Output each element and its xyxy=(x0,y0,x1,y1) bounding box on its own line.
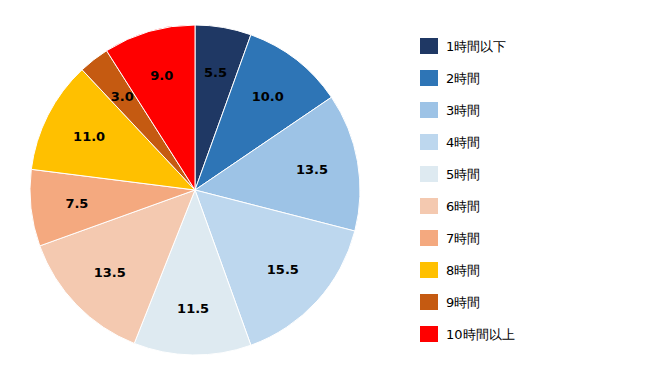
legend-label: 2時間 xyxy=(446,71,480,86)
legend-label: 7時間 xyxy=(446,231,480,246)
data-label: 5.5 xyxy=(204,65,227,80)
legend-swatch xyxy=(420,166,438,182)
data-labels: 5.5 10.0 13.5 15.5 11.5 13.5 7.5 11.0 3.0 9.0 xyxy=(65,65,328,316)
data-label: 11.5 xyxy=(177,301,209,316)
legend-swatch xyxy=(420,38,438,54)
legend-swatch xyxy=(420,198,438,214)
data-label: 13.5 xyxy=(94,265,126,280)
data-label: 9.0 xyxy=(150,68,173,83)
chart: 5.5 10.0 13.5 15.5 11.5 13.5 7.5 11.0 3.0 9.0 1時間以… xyxy=(0,0,646,380)
legend-swatch xyxy=(420,102,438,118)
data-label: 3.0 xyxy=(111,89,134,104)
data-label: 10.0 xyxy=(252,89,284,104)
legend-swatch xyxy=(420,294,438,310)
legend-swatch xyxy=(420,134,438,150)
legend-swatch xyxy=(420,326,438,342)
legend-label: 8時間 xyxy=(446,263,480,278)
legend-label: 3時間 xyxy=(446,103,480,118)
legend-swatch xyxy=(420,262,438,278)
legend: 1時間以下 2時間 3時間 4時間 5時間 6時間 7時間 8時間 9時間 10時間以上 xyxy=(420,38,515,342)
legend-label: 9時間 xyxy=(446,295,480,310)
pie xyxy=(30,25,360,355)
legend-swatch xyxy=(420,230,438,246)
pie-slice xyxy=(107,25,195,190)
legend-label: 4時間 xyxy=(446,135,480,150)
data-label: 7.5 xyxy=(65,196,88,211)
legend-label: 1時間以下 xyxy=(446,39,506,54)
legend-swatch xyxy=(420,70,438,86)
legend-label: 5時間 xyxy=(446,167,480,182)
data-label: 13.5 xyxy=(296,162,328,177)
data-label: 11.0 xyxy=(73,129,105,144)
legend-label: 6時間 xyxy=(446,199,480,214)
data-label: 15.5 xyxy=(267,262,299,277)
legend-label: 10時間以上 xyxy=(446,327,515,342)
